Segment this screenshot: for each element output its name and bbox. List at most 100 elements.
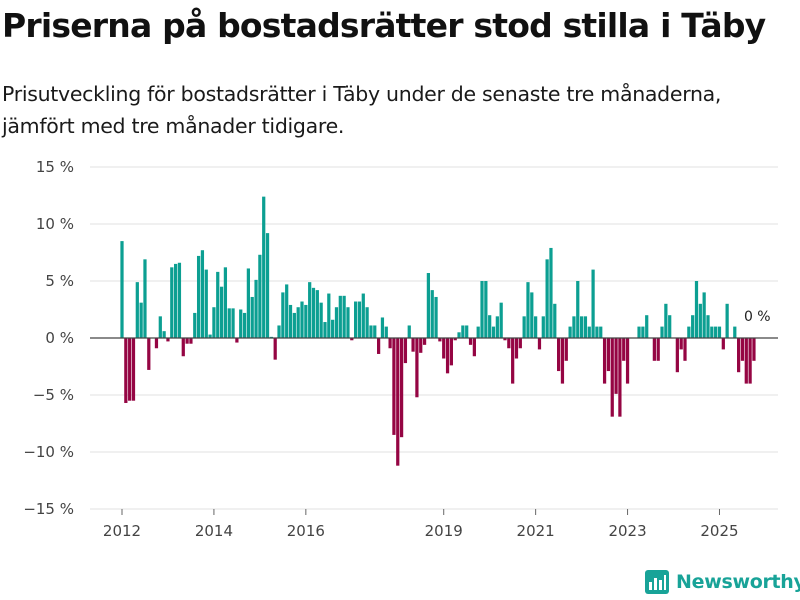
bar xyxy=(744,338,748,384)
bar xyxy=(645,315,649,338)
last-value-label: 0 % xyxy=(744,309,771,325)
bar xyxy=(618,338,622,417)
brand-name: Newsworthy xyxy=(676,571,800,593)
bar xyxy=(177,262,182,338)
bar xyxy=(154,338,159,349)
bar xyxy=(721,338,725,350)
bar xyxy=(468,338,473,345)
bar xyxy=(273,338,277,360)
bar xyxy=(396,338,400,466)
annotations: 0 % xyxy=(744,309,771,325)
bar xyxy=(407,325,411,338)
bar xyxy=(265,233,270,338)
y-tick-label: 10 % xyxy=(36,215,74,233)
bar xyxy=(602,338,607,384)
bar xyxy=(319,302,323,338)
bar xyxy=(587,326,591,338)
bar xyxy=(557,338,561,372)
bar xyxy=(438,338,442,342)
bar xyxy=(285,284,289,338)
x-tick-label: 2021 xyxy=(517,522,555,540)
y-tick-label: 5 % xyxy=(45,272,74,290)
bar xyxy=(334,307,339,338)
bar xyxy=(185,338,189,344)
bar xyxy=(208,334,212,338)
bar xyxy=(419,338,423,353)
bar xyxy=(499,302,503,338)
x-axis: 2012 2014 2016 2019 2021 2023 2025 xyxy=(103,509,739,540)
bar xyxy=(399,338,404,438)
bar xyxy=(472,338,476,357)
bar xyxy=(361,293,365,338)
bar xyxy=(139,302,143,338)
bar xyxy=(568,326,572,338)
bar xyxy=(484,281,488,338)
bar xyxy=(706,315,710,338)
bar xyxy=(346,307,350,338)
bar xyxy=(124,338,128,403)
newsworthy-brand: Newsworthy xyxy=(644,569,800,595)
bar xyxy=(579,316,584,338)
bar xyxy=(338,295,342,338)
bar xyxy=(377,338,381,354)
bar xyxy=(193,312,197,338)
bar xyxy=(733,326,737,338)
bar xyxy=(622,338,626,361)
bar xyxy=(442,338,446,359)
bar xyxy=(541,316,545,338)
bar xyxy=(292,312,296,338)
bar xyxy=(660,326,664,338)
bar xyxy=(380,317,385,338)
bar xyxy=(476,326,480,338)
bar xyxy=(143,259,147,338)
bar xyxy=(430,290,434,338)
bar xyxy=(162,331,166,338)
bar xyxy=(572,316,576,338)
bar xyxy=(457,332,461,338)
bar xyxy=(384,326,388,338)
bar xyxy=(503,338,507,341)
bar xyxy=(495,316,499,338)
bar xyxy=(445,338,450,374)
bar xyxy=(219,286,224,338)
bar xyxy=(357,301,362,338)
bar xyxy=(426,273,431,338)
x-tick-label: 2023 xyxy=(608,522,646,540)
bar xyxy=(537,338,542,350)
bar xyxy=(135,282,139,338)
bar xyxy=(170,267,174,338)
bar xyxy=(583,316,588,338)
bar xyxy=(216,271,220,338)
chart-title: Priserna på bostadsrätter stod stilla i … xyxy=(2,6,766,45)
bars xyxy=(120,196,756,466)
bar xyxy=(223,267,228,338)
bar xyxy=(518,338,522,349)
bar xyxy=(403,338,408,364)
y-tick-label: −15 % xyxy=(23,500,74,518)
bar xyxy=(553,303,557,338)
bar xyxy=(200,250,205,338)
y-tick-label: 0 % xyxy=(45,329,74,347)
bar xyxy=(227,308,231,338)
bar xyxy=(158,316,162,338)
bar xyxy=(327,293,331,338)
bar xyxy=(242,312,247,338)
bar xyxy=(449,338,453,366)
bar xyxy=(196,255,201,338)
bar xyxy=(656,338,660,361)
bar xyxy=(120,241,124,338)
newsworthy-logo-icon xyxy=(645,570,669,594)
bar xyxy=(350,338,354,341)
bar xyxy=(281,292,285,338)
bar xyxy=(637,326,641,338)
bar xyxy=(614,338,618,394)
bar xyxy=(488,315,492,338)
bar xyxy=(422,338,427,345)
bar xyxy=(411,338,415,352)
bar xyxy=(453,338,457,341)
bar xyxy=(530,292,534,338)
bar xyxy=(365,307,369,338)
bar xyxy=(415,338,419,398)
bar xyxy=(181,338,185,357)
x-tick-label: 2012 xyxy=(103,522,141,540)
